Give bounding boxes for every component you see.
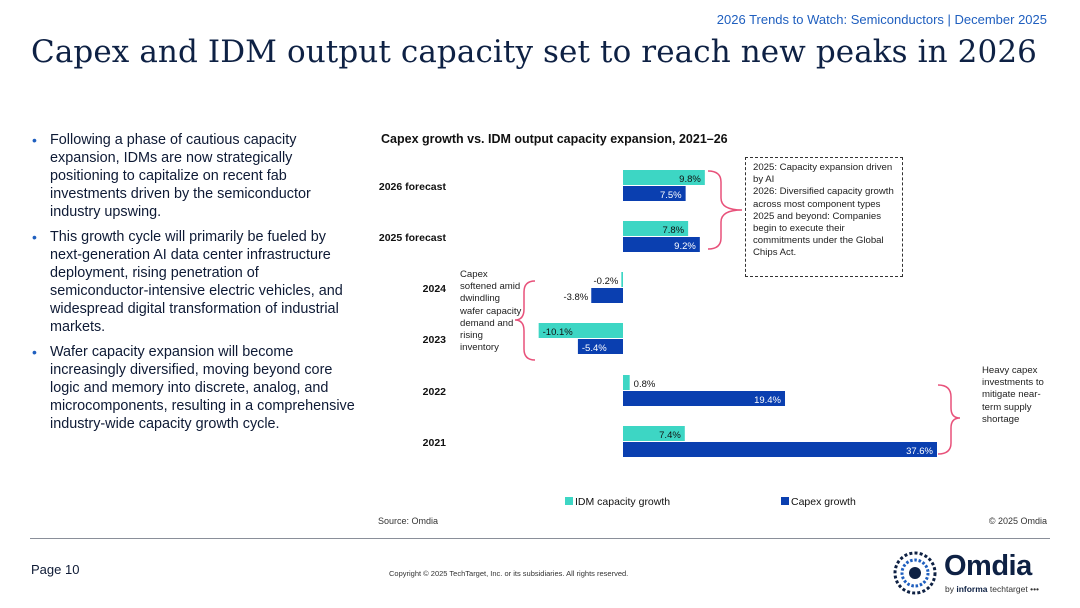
data-label: 19.4% (754, 395, 781, 406)
annotation-box: 2025: Capacity expansion driven by AI 20… (745, 157, 903, 277)
report-tag: 2026 Trends to Watch: Semiconductors | D… (716, 12, 1047, 27)
footer-divider (30, 538, 1050, 539)
bullet-item: Wafer capacity expansion will become inc… (30, 343, 360, 433)
bracket-2021-2022 (937, 384, 961, 455)
data-label: 7.8% (662, 225, 684, 236)
legend-label: IDM capacity growth (575, 496, 670, 508)
data-label: -3.8% (563, 292, 588, 303)
bracket-2023-2024 (514, 280, 536, 361)
bar-idm-capacity (623, 375, 630, 390)
data-label: 9.2% (674, 241, 696, 252)
data-label: 0.8% (634, 379, 656, 390)
category-label: 2025 forecast (379, 232, 447, 244)
data-label: -0.2% (594, 276, 619, 287)
omdia-logo: Omdia by informa techtarget ••• (890, 548, 1050, 598)
bar-capex (577, 339, 623, 354)
data-label: 37.6% (906, 446, 933, 457)
bar-idm-capacity (538, 323, 623, 338)
data-label: 7.4% (659, 430, 681, 441)
footer-copyright: Copyright © 2025 TechTarget, Inc. or its… (389, 569, 629, 578)
page-number: Page 10 (31, 562, 80, 577)
bar-capex (623, 442, 937, 457)
bullet-item: Following a phase of cautious capacity e… (30, 131, 360, 221)
bar-idm-capacity (623, 426, 685, 441)
bar-capex (591, 288, 623, 303)
data-label: -10.1% (543, 327, 574, 338)
bar-idm-capacity (623, 221, 689, 236)
category-label: 2023 (423, 334, 447, 346)
bar-capex (623, 237, 700, 252)
logo-byline: by informa techtarget ••• (945, 584, 1040, 594)
page-title: Capex and IDM output capacity set to rea… (31, 34, 1037, 70)
bar-capex (623, 391, 786, 406)
bar-idm-capacity (621, 272, 623, 287)
bar-idm-capacity (623, 170, 705, 185)
data-label: 9.8% (679, 174, 701, 185)
data-label: -5.4% (582, 343, 607, 354)
legend-swatch (565, 497, 573, 505)
data-label: 7.5% (660, 190, 682, 201)
category-label: 2021 (423, 437, 447, 449)
logo-wordmark: Omdia (944, 550, 1032, 582)
bullet-list: Following a phase of cautious capacity e… (30, 131, 360, 440)
annotation-capex-softened: Capex softened amid dwindling wafer capa… (460, 269, 522, 354)
bracket-2025-2026 (707, 170, 743, 250)
bullet-item: This growth cycle will primarily be fuel… (30, 228, 360, 336)
legend-swatch (781, 497, 789, 505)
omdia-logo-mark-icon (893, 551, 937, 595)
chart-title: Capex growth vs. IDM output capacity exp… (381, 132, 728, 146)
chart-copyright: © 2025 Omdia (988, 516, 1047, 526)
category-label: 2024 (423, 283, 447, 295)
category-label: 2026 forecast (379, 181, 447, 193)
legend-label: Capex growth (791, 496, 856, 508)
annotation-heavy-capex: Heavy capex investments to mitigate near… (982, 365, 1044, 425)
category-label: 2022 (423, 386, 447, 398)
source-note: Source: Omdia (378, 516, 439, 526)
bar-capex (623, 186, 686, 201)
